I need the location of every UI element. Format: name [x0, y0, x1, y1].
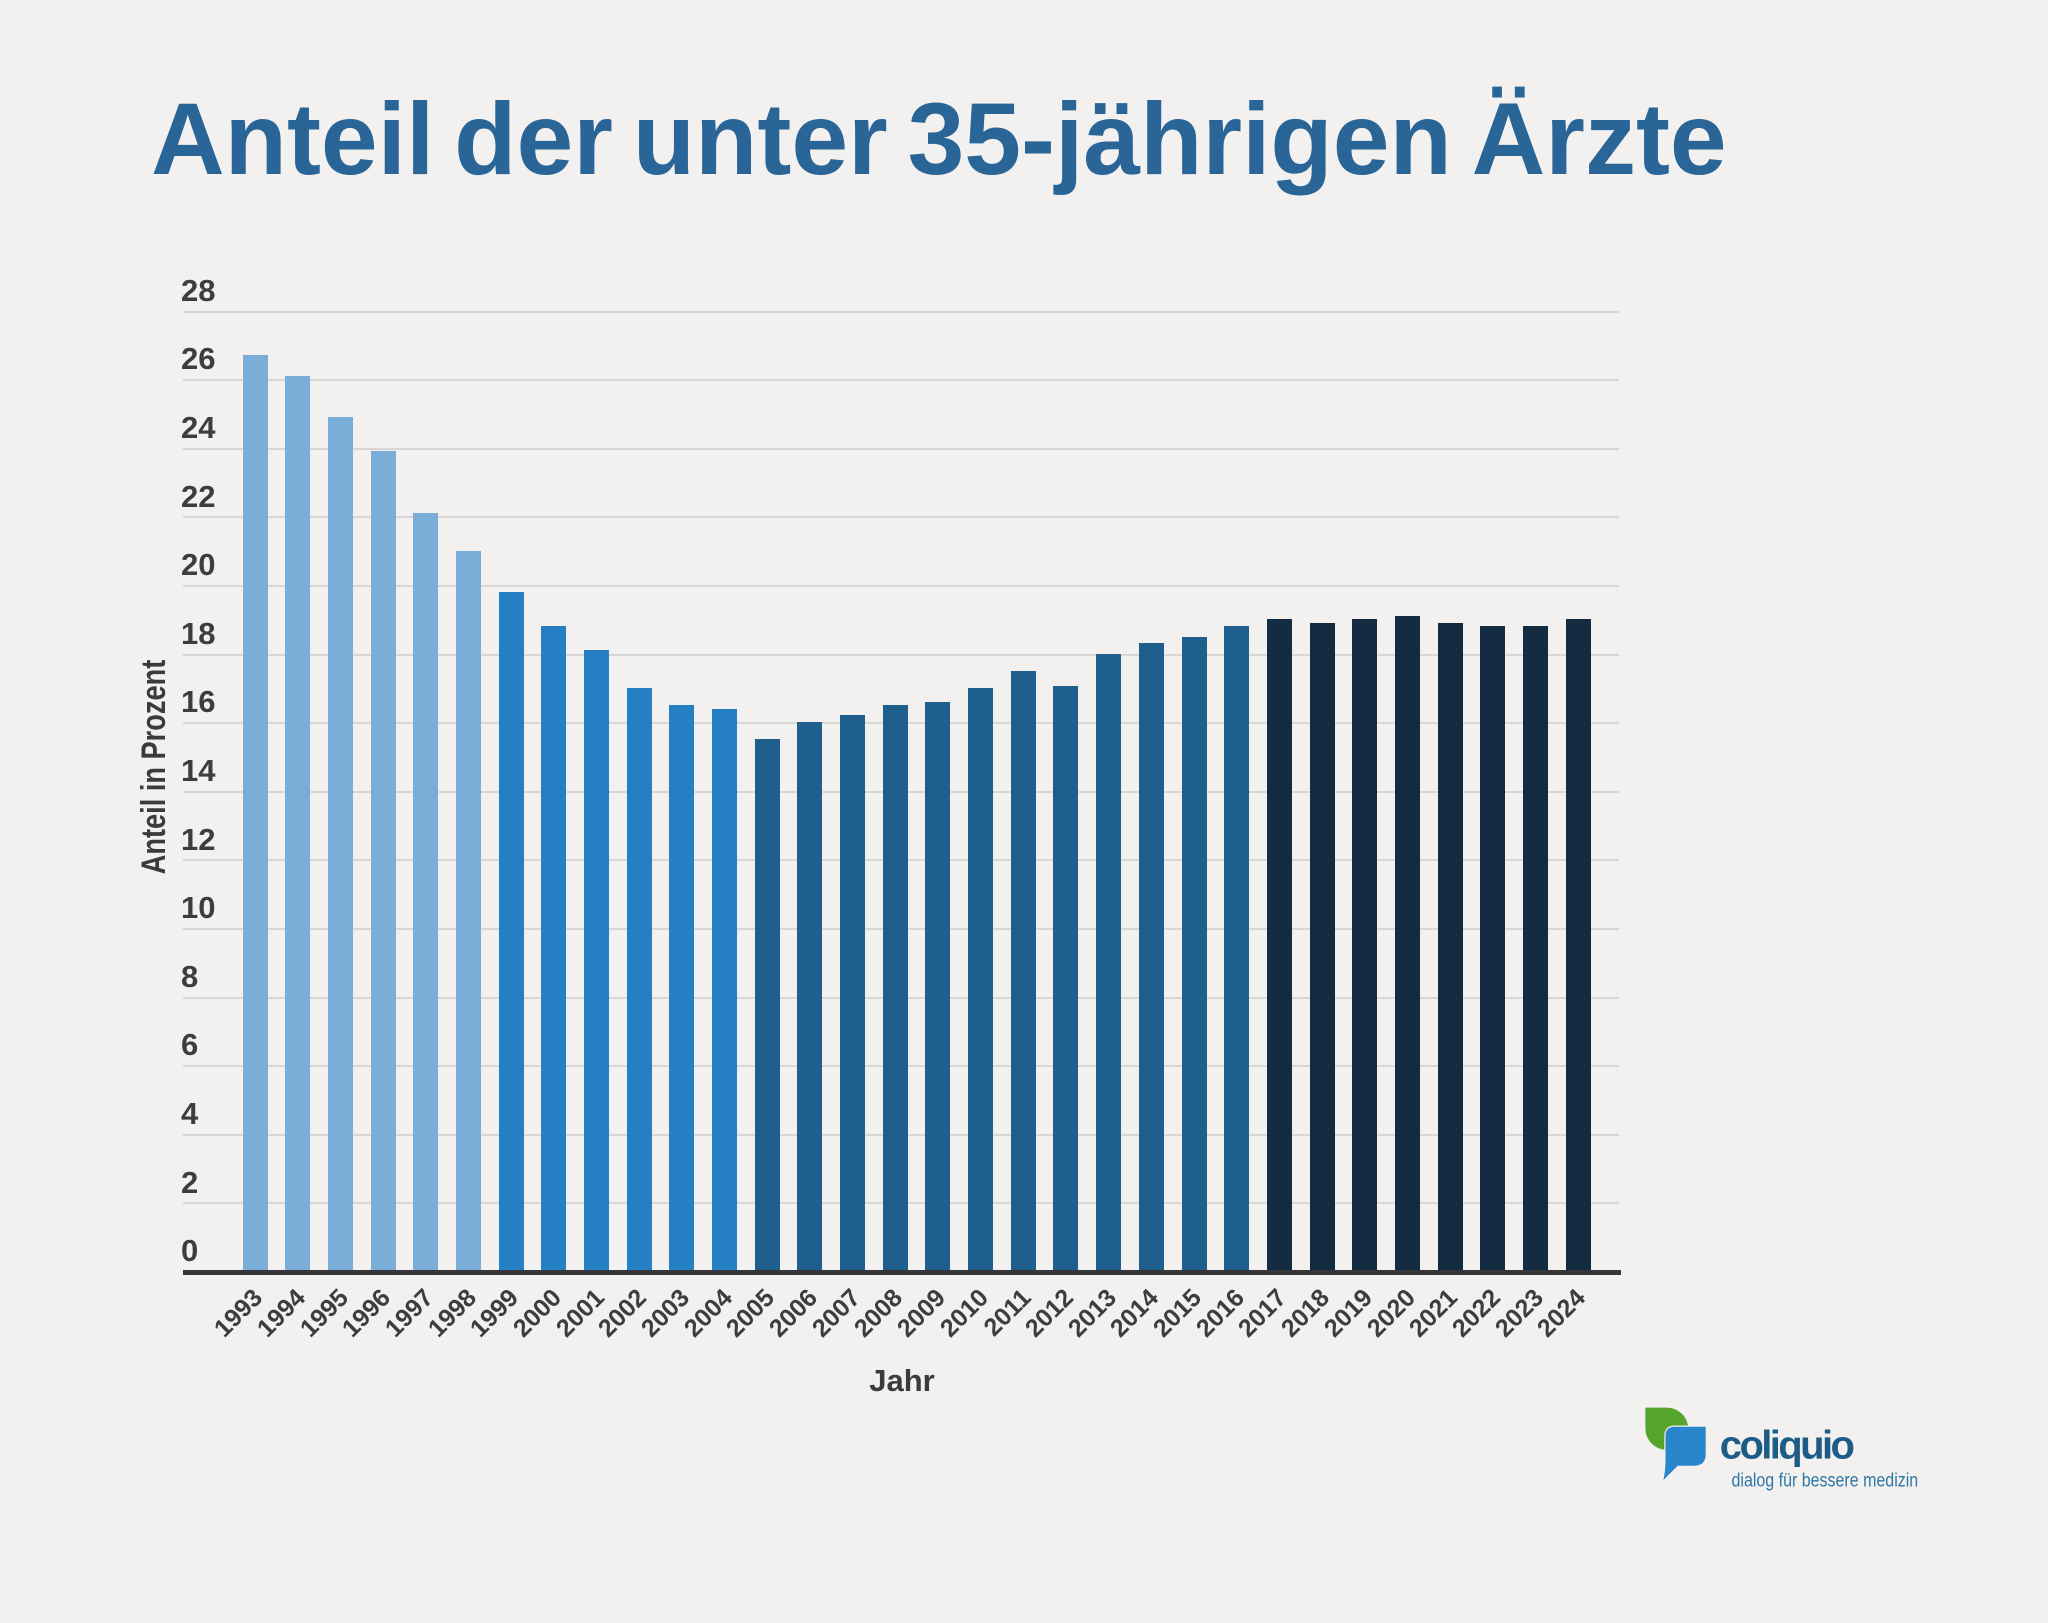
svg-text:coliquio: coliquio — [1720, 1424, 1855, 1468]
svg-text:dialog für bessere medizin: dialog für bessere medizin — [1732, 1471, 1919, 1492]
